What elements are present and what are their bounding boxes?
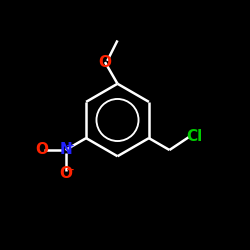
Text: +: + bbox=[66, 141, 75, 151]
Text: O: O bbox=[98, 54, 112, 70]
Text: Cl: Cl bbox=[186, 130, 202, 144]
Text: O: O bbox=[35, 142, 48, 158]
Text: O: O bbox=[59, 166, 72, 181]
Text: N: N bbox=[59, 142, 72, 158]
Text: −: − bbox=[66, 165, 75, 175]
